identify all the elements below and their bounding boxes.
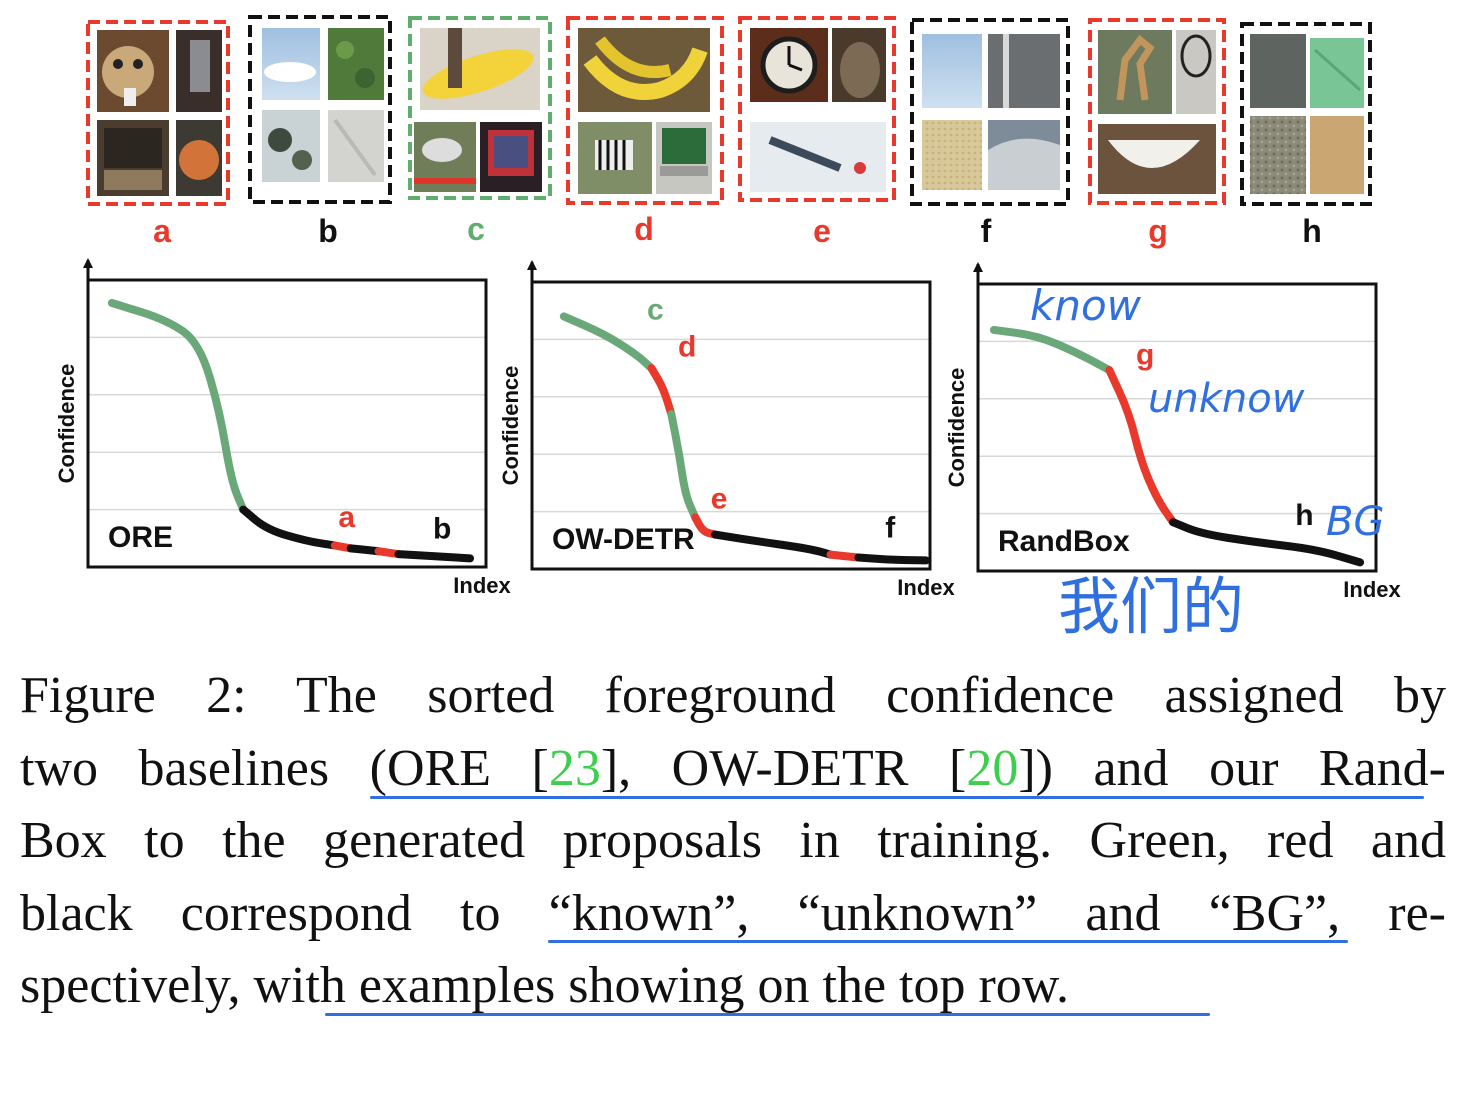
citation-link[interactable]: 23 [548, 739, 601, 797]
x-axis-label: Index [1343, 577, 1401, 602]
example-label: b [318, 213, 338, 249]
series-segment-unknown [1105, 366, 1178, 527]
example-b [248, 15, 392, 204]
annotation-ours: 我们的 [1058, 570, 1244, 640]
caption-line-4: black correspond to “known”, “unknown” a… [20, 884, 1446, 942]
example-a [86, 20, 230, 206]
chart-title: RandBox [998, 525, 1130, 558]
example-label: h [1302, 213, 1322, 249]
y-axis-label: Confidence [944, 368, 969, 488]
point-label: b [433, 512, 451, 545]
example-label: d [634, 211, 654, 247]
chart-0: a b ORE Index Confidence [54, 258, 511, 598]
caption-line-3: Box to the generated proposals in traini… [20, 812, 1446, 869]
point-label: a [338, 501, 355, 534]
example-label: g [1148, 213, 1168, 249]
series-segment-BG [239, 505, 339, 550]
annotation-known: know [1030, 281, 1142, 330]
annotation-underline [548, 940, 1348, 943]
example-label: e [813, 213, 831, 249]
example-h [1240, 22, 1372, 206]
series-segment-unknown [691, 513, 720, 539]
caption-text: ]) and our Rand- [1018, 739, 1446, 797]
example-letters: a b c d e f g h [153, 211, 1322, 249]
series-segment-unknown [374, 547, 403, 559]
series-segment-known [989, 325, 1114, 375]
caption-line-1: Figure 2: The sorted foreground confiden… [20, 667, 1446, 724]
y-axis-arrow [527, 260, 537, 270]
caption-line-2: two baselines (ORE [23], OW-DETR [20]) a… [20, 733, 1446, 806]
citation-link[interactable]: 20 [966, 739, 1019, 797]
x-axis-label: Index [897, 575, 955, 600]
series-segment-known [559, 312, 656, 373]
series-segment-unknown [647, 364, 676, 419]
y-axis-arrow [83, 258, 93, 268]
example-label: c [467, 211, 485, 247]
point-label: d [678, 331, 696, 364]
example-label: f [981, 213, 992, 249]
series-segment-BG [394, 550, 475, 563]
series-segment-BG [1169, 518, 1365, 567]
annotation-underline [370, 796, 1424, 799]
point-label: f [885, 511, 896, 544]
series-segment-known [667, 410, 700, 522]
series-segment-unknown [330, 541, 355, 553]
example-d [566, 16, 724, 205]
figure-caption: Figure 2: The sorted foreground confiden… [20, 660, 1446, 1023]
point-label: g [1136, 338, 1154, 371]
example-label: a [153, 213, 171, 249]
y-axis-label: Confidence [498, 366, 523, 486]
y-axis-label: Confidence [54, 364, 79, 484]
series-segment-known [107, 298, 248, 514]
charts: a b ORE Index Confidence cd e f OW-DETR Index Conf… [54, 258, 1401, 602]
chart-2: g h RandBox Index Confidence [944, 262, 1401, 602]
x-axis-label: Index [453, 573, 511, 598]
point-label: h [1295, 499, 1313, 532]
example-g [1088, 18, 1226, 205]
figure-2: a b c d e f g h a bOREIndexConfidencecdef… [54, 15, 1401, 640]
point-label: c [647, 293, 664, 326]
annotation-bg: BG [1326, 499, 1384, 545]
example-f [910, 18, 1070, 206]
series-segment-unknown [826, 550, 863, 562]
caption-line-5: spectively, with examples showing on the… [20, 957, 1069, 1014]
example-e [738, 16, 896, 202]
annotation-underline [325, 1013, 1210, 1016]
series-segment-BG [346, 544, 383, 556]
caption-text: two baselines (ORE [ [20, 739, 549, 797]
annotation-unknown: unknow [1148, 376, 1305, 422]
chart-title: ORE [108, 521, 173, 554]
series-segment-BG [854, 553, 931, 565]
chart-title: OW-DETR [552, 523, 695, 556]
series-segment-BG [711, 530, 835, 559]
chart-1: cd e f OW-DETR Index Confidence [498, 260, 955, 600]
point-label: e [711, 483, 728, 516]
caption-text: ], OW-DETR [ [600, 739, 967, 797]
example-c [408, 16, 552, 200]
handwritten-annotations: know unknow BG 我们的 [1030, 281, 1384, 640]
y-axis-arrow [973, 262, 983, 272]
